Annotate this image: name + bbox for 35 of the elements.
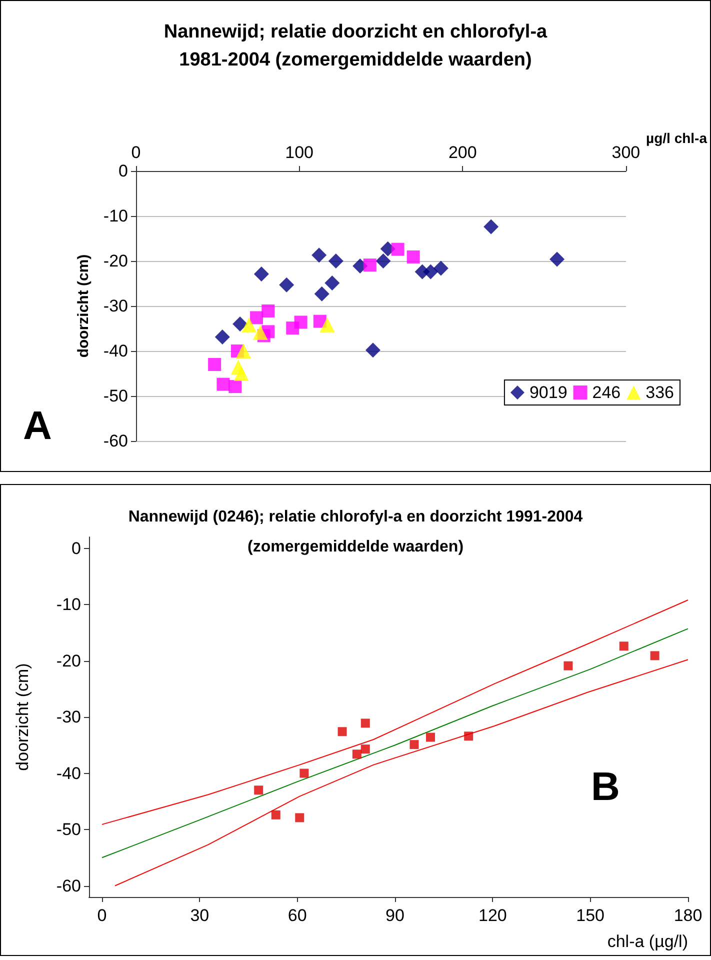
x-tick-label: 120 bbox=[478, 906, 507, 925]
chart-title: Nannewijd; relatie doorzicht en chlorofyl-a 1981-2004 (zomergemiddelde waarden) bbox=[164, 22, 548, 70]
x-tick-label: 100 bbox=[285, 143, 314, 162]
y-tick-label: -20 bbox=[56, 651, 81, 670]
x-tick-label: 90 bbox=[386, 906, 404, 925]
x-tick-label: 60 bbox=[288, 906, 307, 925]
y-tick-label: -20 bbox=[103, 252, 128, 270]
x-tick-label: 180 bbox=[674, 906, 702, 925]
y-axis-title: doorzicht (cm) bbox=[75, 254, 92, 358]
y-tick-label: -60 bbox=[103, 432, 128, 450]
x-axis-title: µg/l chl-a bbox=[646, 130, 708, 146]
legend-label: 9019 bbox=[529, 383, 568, 402]
legend-label: 336 bbox=[646, 383, 674, 402]
x-tick-label: 300 bbox=[612, 143, 640, 162]
y-axis-title: doorzicht (cm) bbox=[13, 663, 32, 771]
y-tick-label: -40 bbox=[56, 764, 81, 783]
x-axis-title: chl-a (µg/l) bbox=[607, 932, 688, 951]
x-tick-label: 0 bbox=[131, 143, 141, 162]
y-tick-label: 0 bbox=[118, 162, 128, 180]
x-tick-label: 150 bbox=[576, 906, 605, 925]
y-tick-label: -30 bbox=[103, 296, 128, 316]
y-tick-label: -10 bbox=[103, 206, 128, 226]
y-tick-label: 0 bbox=[72, 538, 81, 558]
x-tick-label: 30 bbox=[190, 906, 210, 925]
chart-title: Nannewijd (0246); relatie chlorofyl-a en doorzicht 1991-2004 (zomergemiddelde waarden) bbox=[128, 508, 583, 556]
y-tick-label: -10 bbox=[56, 595, 81, 614]
text: A bbox=[23, 404, 52, 448]
y-tick-label: -60 bbox=[56, 876, 81, 896]
legend-label: 246 bbox=[592, 383, 621, 402]
x-tick-label: 200 bbox=[448, 143, 477, 162]
y-tick-label: -40 bbox=[103, 342, 128, 360]
y-tick-label: -30 bbox=[56, 708, 81, 726]
y-tick-label: -50 bbox=[103, 386, 128, 406]
annotation: B bbox=[591, 765, 620, 809]
y-tick-label: -50 bbox=[56, 820, 81, 839]
